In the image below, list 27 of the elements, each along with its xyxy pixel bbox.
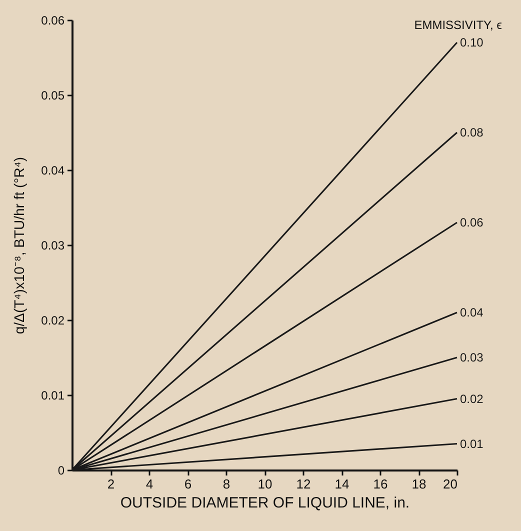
y-tick-label: 0.01 — [41, 388, 65, 402]
x-tick-label: 14 — [334, 476, 350, 492]
series-label: 0.06 — [460, 216, 484, 230]
y-tick-label: 0.02 — [41, 314, 65, 328]
series-label: 0.04 — [460, 306, 484, 320]
x-tick-label: 12 — [296, 476, 311, 492]
y-tick-label: 0.06 — [41, 14, 65, 28]
y-tick-label: 0 — [58, 464, 65, 478]
y-tick-label: 0.03 — [41, 238, 65, 252]
series-label: 0.01 — [460, 436, 484, 451]
x-tick-label: 6 — [184, 476, 192, 492]
x-tick-label: 16 — [373, 476, 388, 492]
series-label: 0.08 — [460, 126, 484, 140]
x-tick-label: 8 — [222, 476, 230, 492]
y-tick-label: 0.04 — [41, 164, 65, 178]
x-tick-label: 20 — [443, 476, 458, 492]
x-axis-title: OUTSIDE DIAMETER OF LIQUID LINE, in. — [120, 494, 410, 512]
x-tick-label: 2 — [107, 476, 115, 492]
series-label: 0.02 — [460, 392, 484, 406]
series-label: 0.10 — [460, 36, 484, 50]
y-tick-label: 0.05 — [41, 88, 65, 102]
x-tick-label: 18 — [412, 476, 426, 492]
x-tick-label: 4 — [146, 476, 154, 492]
y-axis-title: q/Δ(T⁴)x10⁻⁸, BTU/hr ft (°R⁴) — [11, 156, 28, 334]
series-label: 0.03 — [460, 350, 484, 364]
legend-title: EMMISSIVITY, ϵ — [414, 18, 502, 32]
x-tick-label: 10 — [258, 476, 272, 492]
